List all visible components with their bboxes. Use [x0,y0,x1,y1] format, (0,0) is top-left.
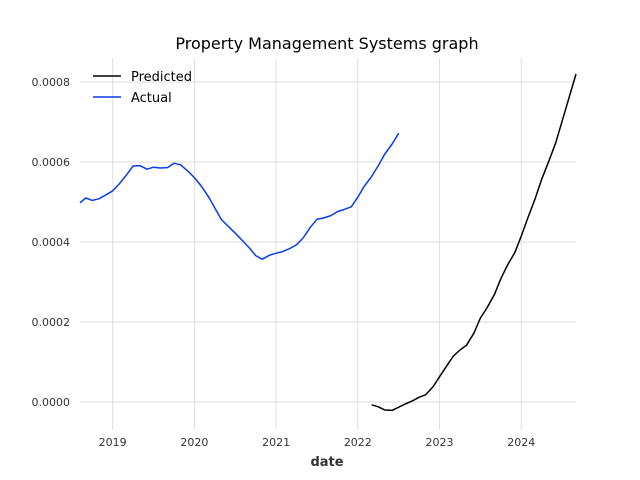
series-line-2 [79,132,400,260]
series-lines [79,73,577,412]
grid [80,58,576,430]
y-tick-label: 0.0002 [32,316,71,329]
legend: Predicted Actual [93,70,192,106]
y-tick-label: 0.0000 [32,396,71,409]
y-tick-label: 0.0004 [32,236,71,249]
y-tick-label: 0.0006 [32,156,71,169]
chart-title: Property Management Systems graph [175,34,478,53]
x-tick-label: 2020 [180,436,208,449]
x-tick-label: 2023 [426,436,454,449]
x-axis-ticks: 2019 2020 2021 2022 2023 2024 [99,436,536,449]
x-tick-label: 2021 [262,436,290,449]
series-line-1 [371,73,577,412]
x-axis-label: date [310,455,343,470]
legend-label: Actual [131,91,172,106]
x-tick-label: 2024 [507,436,535,449]
y-axis-ticks: 0.0000 0.0002 0.0004 0.0006 0.0008 [32,76,71,409]
legend-label: Predicted [131,70,192,85]
y-tick-label: 0.0008 [32,76,71,89]
x-tick-label: 2019 [99,436,127,449]
x-tick-label: 2022 [344,436,372,449]
